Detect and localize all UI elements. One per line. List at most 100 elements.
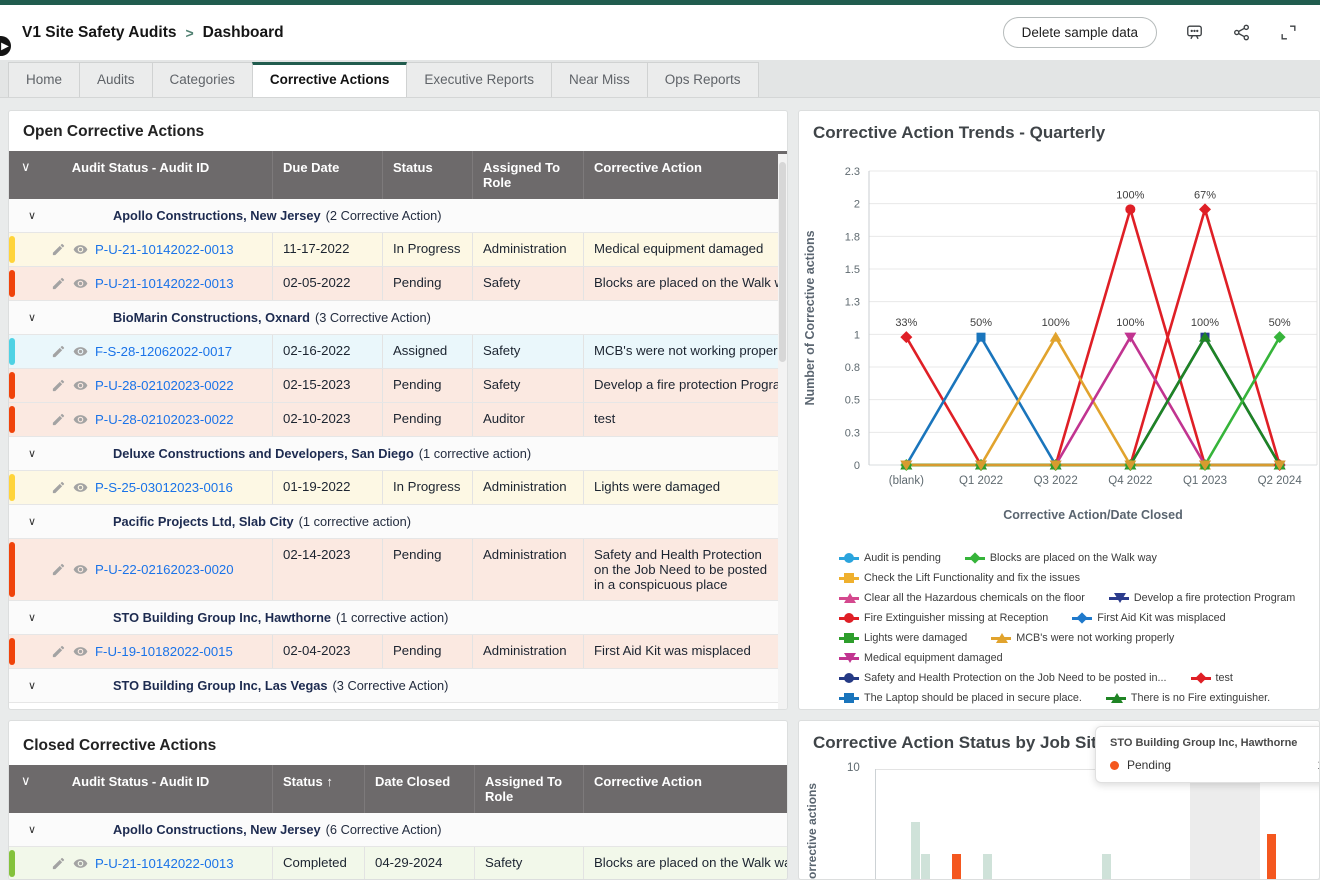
view-icon[interactable] <box>73 378 88 393</box>
group-chevron[interactable]: ∨ <box>9 311 55 324</box>
audit-link[interactable]: F-S-28-12062022-0017 <box>95 344 232 359</box>
scrollbar-thumb[interactable] <box>779 162 786 362</box>
bar-closed[interactable] <box>1102 854 1111 879</box>
cell-action: MCB's were not working properly <box>584 335 787 368</box>
column-corrective-action[interactable]: Corrective Action <box>584 765 787 813</box>
legend-item[interactable]: Safety and Health Protection on the Job … <box>839 672 1167 684</box>
view-icon[interactable] <box>73 562 88 577</box>
column-assigned-role[interactable]: Assigned To Role <box>475 765 584 813</box>
view-icon[interactable] <box>73 644 88 659</box>
bar-closed[interactable] <box>983 854 992 879</box>
legend-item[interactable]: Clear all the Hazardous chemicals on the… <box>839 592 1085 604</box>
group-count: (3 Corrective Action) <box>333 678 449 693</box>
group-count: (3 Corrective Action) <box>315 310 431 325</box>
tab-ops-reports[interactable]: Ops Reports <box>647 62 759 97</box>
edit-icon[interactable] <box>51 856 66 871</box>
audit-link[interactable]: P-U-28-02102023-0022 <box>95 412 234 427</box>
legend-item[interactable]: test <box>1191 672 1233 684</box>
audit-link[interactable]: P-S-25-03012023-0016 <box>95 480 233 495</box>
legend-item[interactable]: Lights were damaged <box>839 632 967 644</box>
edit-icon[interactable] <box>51 344 66 359</box>
tooltip-series: Pending <box>1127 758 1171 772</box>
column-status-sorted[interactable]: Status ↑ <box>273 765 365 813</box>
column-date-closed[interactable]: Date Closed <box>365 765 475 813</box>
legend-item[interactable]: Medical equipment damaged <box>839 652 1003 664</box>
column-due-date[interactable]: Due Date <box>273 151 383 199</box>
legend-item[interactable]: Fire Extinguisher missing at Reception <box>839 612 1048 624</box>
legend-label: Clear all the Hazardous chemicals on the… <box>864 592 1085 604</box>
breadcrumb-separator: > <box>185 25 193 41</box>
edit-icon[interactable] <box>51 644 66 659</box>
legend-item[interactable]: The Laptop should be placed in secure pl… <box>839 692 1082 704</box>
audit-link[interactable]: P-U-21-10142022-0013 <box>95 276 234 291</box>
group-row[interactable]: ∨BioMarin Constructions, Oxnard(3 Correc… <box>9 301 787 335</box>
closed-corrective-actions-panel: Closed Corrective Actions ∨ Audit Status… <box>8 720 788 880</box>
legend-label: The Laptop should be placed in secure pl… <box>864 692 1082 704</box>
column-audit-id[interactable]: ∨ Audit Status - Audit ID <box>9 765 273 813</box>
legend-item[interactable]: First Aid Kit was misplaced <box>1072 612 1225 624</box>
group-chevron[interactable]: ∨ <box>9 679 55 692</box>
group-chevron[interactable]: ∨ <box>9 823 55 836</box>
group-row[interactable]: ∨STO Building Group Inc, Las Vegas(3 Cor… <box>9 669 787 703</box>
group-row[interactable]: ∨Pacific Projects Ltd, Slab City(1 corre… <box>9 505 787 539</box>
cell-action: Blocks are placed on the Walk way <box>584 847 787 880</box>
group-chevron[interactable]: ∨ <box>9 515 55 528</box>
cell-role: Administration <box>473 233 584 266</box>
audit-link[interactable]: P-U-21-10142022-0013 <box>95 856 234 871</box>
group-row[interactable]: ∨Apollo Constructions, New Jersey(2 Corr… <box>9 199 787 233</box>
legend-item[interactable]: There is no Fire extinguisher. <box>1106 692 1270 704</box>
view-icon[interactable] <box>73 344 88 359</box>
edit-icon[interactable] <box>51 242 66 257</box>
group-chevron[interactable]: ∨ <box>9 209 55 222</box>
collapse-all-chevron[interactable]: ∨ <box>21 159 31 175</box>
feedback-icon[interactable] <box>1185 23 1204 42</box>
group-row[interactable]: ∨Deluxe Constructions and Developers, Sa… <box>9 437 787 471</box>
view-icon[interactable] <box>73 480 88 495</box>
legend-item[interactable]: MCB's were not working properly <box>991 632 1174 644</box>
column-assigned-role[interactable]: Assigned To Role <box>473 151 584 199</box>
audit-link[interactable]: P-U-28-02102023-0022 <box>95 378 234 393</box>
edit-icon[interactable] <box>51 378 66 393</box>
view-icon[interactable] <box>73 412 88 427</box>
app-header: V1 Site Safety Audits > Dashboard Delete… <box>0 5 1320 60</box>
legend-item[interactable]: Develop a fire protection Program <box>1109 592 1295 604</box>
tab-home[interactable]: Home <box>8 62 80 97</box>
audit-link[interactable]: F-U-19-10182022-0015 <box>95 644 233 659</box>
expand-icon[interactable] <box>1279 23 1298 42</box>
hover-highlight-band <box>1190 769 1260 879</box>
edit-icon[interactable] <box>51 480 66 495</box>
share-icon[interactable] <box>1232 23 1251 42</box>
collapse-all-chevron[interactable]: ∨ <box>21 773 31 789</box>
legend-item[interactable]: Check the Lift Functionality and fix the… <box>839 572 1080 584</box>
tab-categories[interactable]: Categories <box>152 62 253 97</box>
tab-corrective-actions[interactable]: Corrective Actions <box>252 62 408 97</box>
group-row[interactable]: ∨STO Building Group Inc, Hawthorne(1 cor… <box>9 601 787 635</box>
tab-near-miss[interactable]: Near Miss <box>551 62 648 97</box>
bar-pending[interactable] <box>1267 834 1276 879</box>
column-audit-id[interactable]: ∨ Audit Status - Audit ID <box>9 151 273 199</box>
view-icon[interactable] <box>73 856 88 871</box>
legend-item[interactable]: Blocks are placed on the Walk way <box>965 552 1157 564</box>
edit-icon[interactable] <box>51 562 66 577</box>
tab-audits[interactable]: Audits <box>79 62 153 97</box>
group-chevron[interactable]: ∨ <box>9 447 55 460</box>
bar-pending[interactable] <box>952 854 961 879</box>
audit-link[interactable]: P-U-22-02162023-0020 <box>95 562 234 577</box>
bar-closed[interactable] <box>921 854 930 879</box>
edit-icon[interactable] <box>51 412 66 427</box>
delete-sample-data-button[interactable]: Delete sample data <box>1003 17 1157 48</box>
legend-item[interactable]: Audit is pending <box>839 552 941 564</box>
group-chevron[interactable]: ∨ <box>9 611 55 624</box>
column-status[interactable]: Status <box>383 151 473 199</box>
group-row[interactable]: ∨Apollo Constructions, New Jersey(6 Corr… <box>9 813 787 847</box>
open-table-scrollbar[interactable] <box>778 154 787 709</box>
edit-icon[interactable] <box>51 276 66 291</box>
svg-text:Corrective Action/Date Closed: Corrective Action/Date Closed <box>1003 508 1182 522</box>
tab-executive-reports[interactable]: Executive Reports <box>406 62 552 97</box>
column-corrective-action[interactable]: Corrective Action <box>584 151 787 199</box>
bar-closed[interactable] <box>911 822 920 879</box>
view-icon[interactable] <box>73 242 88 257</box>
breadcrumb-app[interactable]: V1 Site Safety Audits <box>22 24 176 42</box>
view-icon[interactable] <box>73 276 88 291</box>
audit-link[interactable]: P-U-21-10142022-0013 <box>95 242 234 257</box>
